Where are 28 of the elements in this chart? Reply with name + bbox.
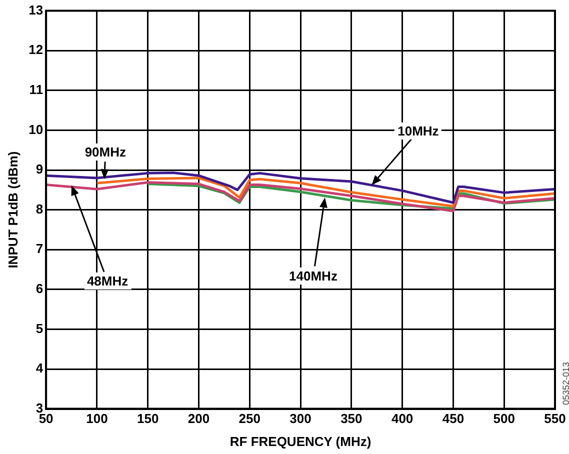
y-tick-label: 5 (36, 320, 44, 336)
annotation: 140MHz (286, 268, 340, 285)
x-tick-label: 400 (391, 411, 414, 426)
y-tick-label: 8 (36, 201, 44, 216)
x-tick-label: 150 (136, 411, 159, 426)
text: 05352-013 (561, 362, 569, 405)
y-tick-label: 10 (28, 122, 44, 137)
x-tick-label: 200 (188, 411, 210, 426)
y-tick-label: 3 (36, 400, 44, 416)
x-tick-label: 100 (86, 411, 108, 426)
y-tick-label: 4 (36, 360, 44, 376)
annotation: 48MHz (84, 272, 132, 290)
annotation: 90MHz (82, 143, 130, 160)
y-tick-label: 11 (29, 82, 44, 97)
x-tick-label: 450 (442, 411, 464, 426)
y-axis-title: INPUT P1dB (dBm) (5, 151, 20, 268)
x-axis-title: RF FREQUENCY (MHz) (230, 434, 372, 449)
y-tick-label: 7 (36, 241, 44, 256)
y-tick-label: 6 (36, 280, 44, 296)
y-tick-label: 9 (36, 162, 44, 177)
y-tick-label: 13 (28, 2, 44, 18)
annotation: 10MHz (394, 122, 442, 140)
x-tick-label: 350 (340, 411, 362, 426)
x-tick-label: 550 (544, 411, 566, 426)
x-tick-label: 300 (290, 411, 312, 426)
y-tick-label: 12 (28, 42, 44, 58)
x-tick-label: 250 (238, 411, 260, 426)
x-tick-label: 500 (493, 411, 515, 426)
